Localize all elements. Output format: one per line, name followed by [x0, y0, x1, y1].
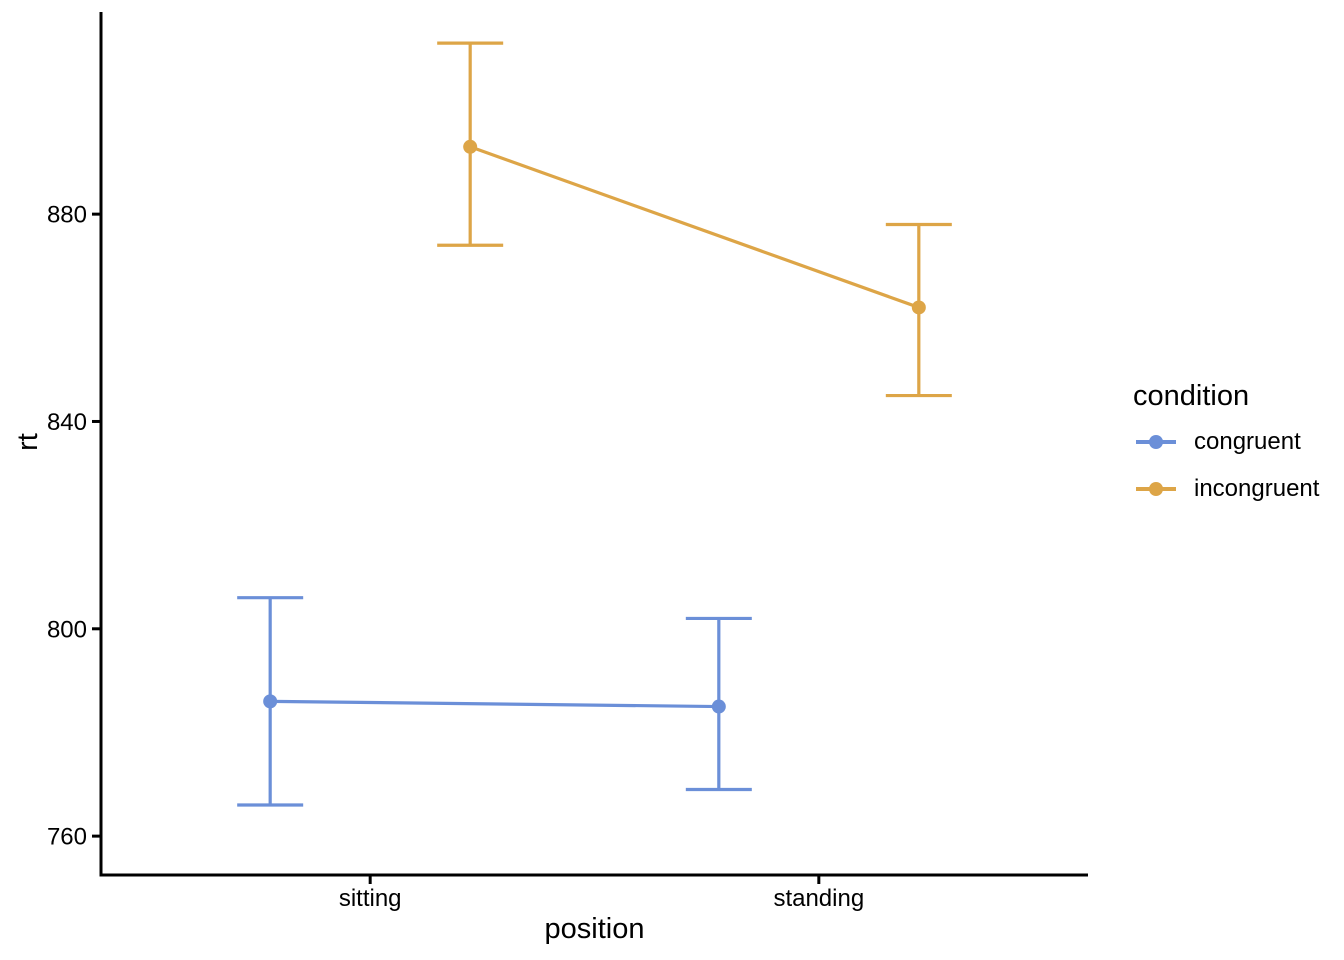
legend-label-congruent: congruent	[1194, 428, 1301, 455]
series-line	[270, 699, 719, 709]
legend-key-point-congruent	[1149, 435, 1163, 449]
y-tick-label: 840	[47, 409, 87, 436]
legend-key-line-congruent	[1136, 435, 1176, 449]
x-axis-title: position	[544, 913, 645, 945]
series-line	[469, 145, 920, 309]
legend-title: condition	[1133, 380, 1250, 412]
legend-entry-congruent: congruent	[1133, 428, 1344, 455]
y-axis-title: rt	[12, 433, 44, 451]
legend-key-line-incongruent	[1136, 482, 1176, 496]
x-tick-label: standing	[773, 885, 864, 912]
y-tick-label: 880	[47, 202, 87, 229]
data-point	[263, 694, 278, 709]
legend-entry-incongruent: incongruent	[1133, 475, 1344, 502]
legend: condition congruent incongruent	[1133, 380, 1344, 502]
data-point	[711, 699, 726, 714]
data-point	[911, 300, 926, 315]
legend-label-incongruent: incongruent	[1194, 475, 1320, 502]
legend-key-point-incongruent	[1149, 482, 1163, 496]
x-tick-label: sitting	[339, 885, 402, 912]
data-point	[463, 139, 478, 154]
y-tick-label: 800	[47, 616, 87, 643]
y-tick-label: 760	[47, 824, 87, 851]
